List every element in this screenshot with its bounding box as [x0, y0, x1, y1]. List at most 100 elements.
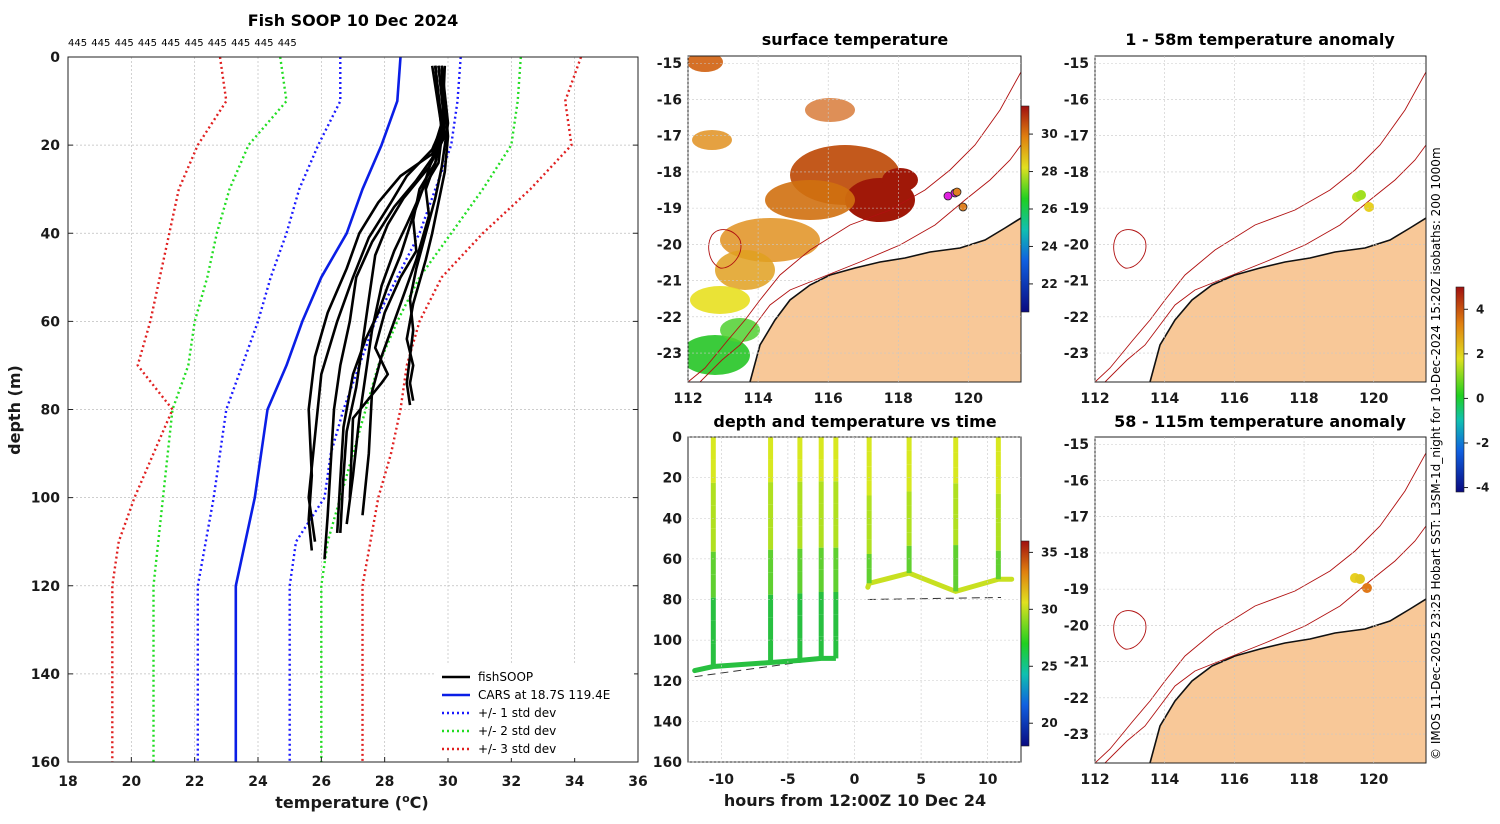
map-y-tick-label: -22 — [657, 310, 682, 326]
colorbar-tick-label: 30 — [1041, 127, 1058, 141]
map-y-tick-label: -15 — [1064, 437, 1089, 453]
sst-scatter-patch — [805, 98, 855, 122]
sst-corner-patch — [688, 56, 723, 72]
map-x-tick-label: 116 — [814, 391, 843, 407]
anomaly-deep-isobath-200 — [1104, 525, 1426, 763]
colorbar-tick-label: 24 — [1041, 239, 1058, 253]
profile-y-tick-label: 0 — [50, 50, 60, 66]
profile-x-tick-label: 22 — [185, 774, 204, 790]
sst-y-ticks: -15 -16 -17 -18 -19 -20 -21 -22 -23 — [657, 56, 1021, 362]
dt-y-tick-label: 120 — [653, 674, 682, 690]
anomaly-shallow-title: 1 - 58m temperature anomaly — [1125, 30, 1395, 49]
anomaly-deep-land — [1150, 599, 1426, 763]
map-y-tick-label: -16 — [1064, 92, 1089, 108]
dt-y-tick-label: 20 — [663, 471, 683, 487]
anomaly-deep-x-ticks: 112 114 116 118 120 — [1080, 437, 1389, 788]
fishsoop-cast-line — [348, 65, 447, 498]
anomaly-shallow-obs — [1356, 190, 1366, 200]
sst-map-content — [688, 56, 1021, 382]
dt-y-tick-label: 0 — [672, 430, 682, 446]
anomaly-shallow-frame — [1094, 55, 1427, 383]
anomaly-deep-frame — [1094, 436, 1427, 764]
sst-orange-patch — [765, 180, 855, 220]
dt-y-tick-label: 60 — [663, 552, 683, 568]
sst-colorbar-ticks: 30 28 26 24 22 — [1029, 127, 1058, 291]
map-x-tick-label: 112 — [1080, 391, 1109, 407]
map-x-tick-label: 120 — [1359, 391, 1388, 407]
legend-box — [436, 664, 634, 758]
map-x-tick-label: 116 — [1220, 772, 1249, 788]
sst-title: surface temperature — [762, 30, 949, 49]
legend-label: fishSOOP — [478, 670, 533, 684]
profile-y-label: depth (m) — [5, 365, 24, 455]
depth-time-x-ticks: -10 -5 0 5 10 — [709, 437, 998, 788]
map-y-tick-label: -15 — [657, 56, 682, 72]
dt-bottom-line — [867, 596, 1002, 600]
fishsoop-cast-line — [307, 65, 444, 542]
sst-hot-spot — [882, 168, 918, 192]
profile-y-tick-label: 140 — [31, 667, 60, 683]
profile-top-counts: 445 445 445 445 445 445 445 445 445 445 — [68, 38, 297, 49]
sst-field — [688, 56, 918, 375]
map-y-tick-label: -23 — [1064, 727, 1089, 743]
colorbar-tick-label: 0 — [1476, 391, 1484, 405]
profile-x-label-prefix: temperature ( — [275, 793, 402, 812]
map-x-tick-label: 118 — [1289, 772, 1318, 788]
colorbar-tick-label: 20 — [1041, 716, 1058, 730]
profile-series-line-5 — [361, 56, 583, 762]
dt-y-tick-label: 140 — [653, 714, 682, 730]
map-y-tick-label: -20 — [657, 237, 683, 253]
map-x-tick-label: 118 — [1289, 391, 1318, 407]
colorbar-tick-label: 35 — [1041, 545, 1058, 559]
sst-green-south — [688, 335, 750, 375]
map-y-tick-label: -21 — [1064, 655, 1089, 671]
colorbar-tick-label: 28 — [1041, 165, 1058, 179]
sst-obs-marker — [952, 187, 962, 197]
profile-title: Fish SOOP 10 Dec 2024 — [248, 11, 458, 30]
depth-time-colorbar — [1020, 540, 1030, 747]
fishsoop-cast-line — [345, 65, 447, 525]
profile-count-label: 445 — [231, 38, 250, 49]
profile-x-tick-label: 36 — [628, 774, 647, 790]
profile-series — [111, 56, 583, 762]
map-y-tick-label: -23 — [1064, 346, 1089, 362]
colorbar-tick-label: -4 — [1476, 481, 1489, 495]
profile-y-ticks: 0 20 40 60 80 100 120 140 160 — [31, 50, 638, 771]
profile-y-tick-label: 60 — [41, 314, 61, 330]
dt-bottom-trace — [865, 570, 1015, 595]
profile-y-tick-label: 40 — [41, 226, 61, 242]
profile-count-label: 445 — [185, 38, 204, 49]
map-y-tick-label: -16 — [1064, 473, 1089, 489]
profile-x-tick-label: 24 — [248, 774, 268, 790]
profile-series-line-2 — [196, 57, 342, 762]
dt-y-tick-label: 80 — [663, 593, 683, 609]
colorbar-tick-label: 22 — [1041, 277, 1058, 291]
profile-series-line-0 — [234, 56, 402, 762]
fishsoop-cast-line — [405, 65, 450, 401]
profile-x-tick-label: 28 — [375, 774, 394, 790]
sst-land — [688, 218, 1021, 382]
sst-yellow-band — [690, 286, 750, 314]
profile-x-label-sup: o — [402, 792, 410, 805]
colorbar-tick-label: 2 — [1476, 347, 1484, 361]
map-y-tick-label: -22 — [1064, 691, 1089, 707]
anomaly-shallow-x-ticks: 112 114 116 118 120 — [1080, 56, 1389, 407]
dt-x-tick-label: 5 — [916, 772, 926, 788]
map-y-tick-label: -17 — [657, 129, 682, 145]
dt-y-tick-label: 100 — [653, 633, 682, 649]
anomaly-shallow-content — [1095, 56, 1426, 382]
map-x-tick-label: 112 — [673, 391, 702, 407]
map-x-tick-label: 114 — [1150, 391, 1179, 407]
profile-y-tick-label: 100 — [31, 491, 60, 507]
profile-x-tick-label: 26 — [312, 774, 331, 790]
anomaly-deep-obs — [1362, 583, 1372, 593]
map-x-tick-label: 116 — [1220, 391, 1249, 407]
profile-y-tick-label: 20 — [41, 138, 61, 154]
anomaly-shallow-isobath-1000 — [1095, 71, 1426, 382]
profile-legend: fishSOOP CARS at 18.7S 119.4E +/- 1 std de… — [436, 664, 634, 758]
map-y-tick-label: -18 — [657, 165, 682, 181]
anomaly-deep-panel: 58 - 115m temperature anomaly 112 114 116 1… — [1064, 286, 1489, 788]
profile-panel: Fish SOOP 10 Dec 2024 445 445 445 445 445 445… — [5, 11, 648, 812]
anomaly-deep-coastline — [1149, 598, 1426, 763]
